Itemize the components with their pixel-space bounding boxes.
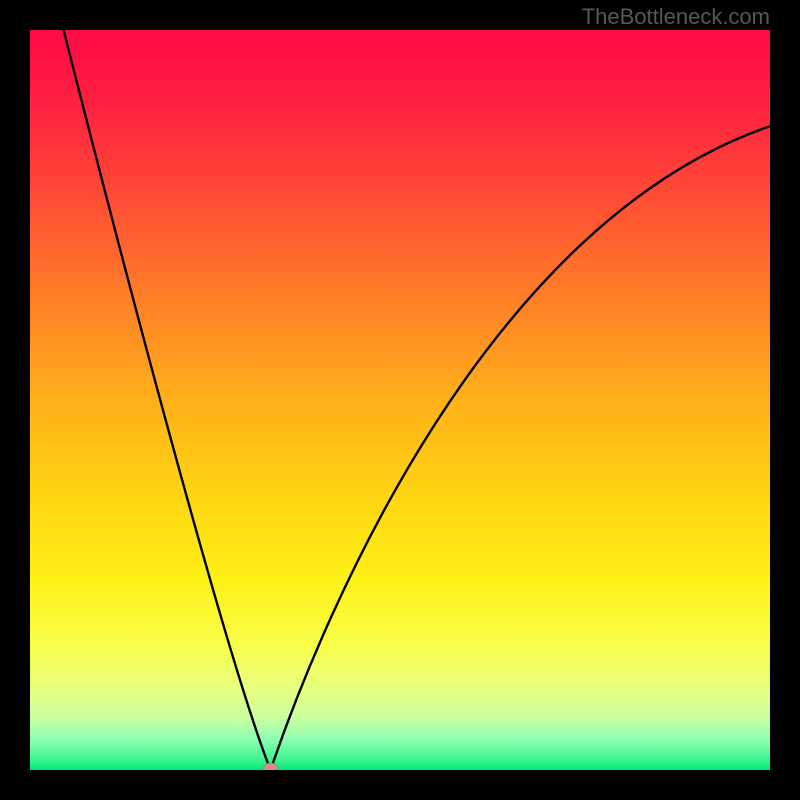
bottleneck-chart: TheBottleneck.com bbox=[0, 0, 800, 800]
min-marker bbox=[264, 763, 278, 773]
bottleneck-curve bbox=[30, 0, 770, 770]
chart-curve-layer bbox=[0, 0, 800, 800]
attribution-label: TheBottleneck.com bbox=[582, 4, 770, 30]
